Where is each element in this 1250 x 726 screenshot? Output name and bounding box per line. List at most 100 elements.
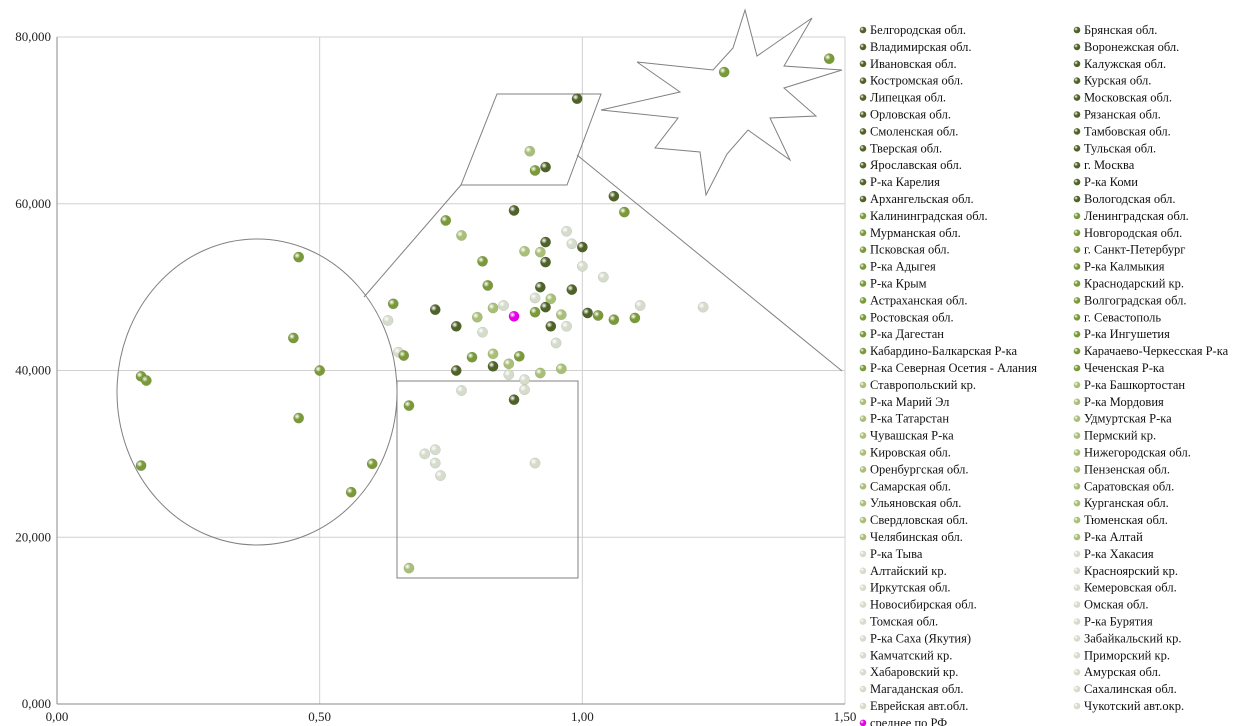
- data-point: [398, 350, 410, 361]
- legend-label: Тульская обл.: [1084, 141, 1156, 155]
- data-point: [529, 306, 541, 318]
- y-tick-label: 60,000: [15, 196, 51, 211]
- legend-label: Новосибирская обл.: [870, 598, 977, 612]
- legend-marker: [859, 652, 867, 659]
- legend-label: Брянская обл.: [1084, 23, 1157, 37]
- legend-marker: [1073, 195, 1081, 203]
- data-point: [419, 448, 431, 460]
- legend-label: Тверская обл.: [870, 141, 942, 155]
- legend-marker: [1073, 364, 1081, 372]
- top-cluster-parallelogram: [460, 93, 602, 186]
- legend-marker: [859, 161, 867, 169]
- legend-label: Курганская обл.: [1084, 496, 1169, 510]
- legend-label: Мурманская обл.: [870, 226, 961, 240]
- legend-marker: [859, 111, 867, 118]
- legend-marker: [1073, 145, 1081, 152]
- legend-marker: [859, 297, 867, 304]
- legend-marker: [1073, 685, 1081, 693]
- legend-marker: [1073, 263, 1081, 270]
- legend-label: Ульяновская обл.: [870, 496, 961, 510]
- legend-label: Чукотский авт.окр.: [1084, 699, 1184, 713]
- legend-marker: [859, 128, 867, 135]
- legend-label: Костромская обл.: [870, 74, 963, 88]
- legend-label: Р-ка Марий Эл: [870, 395, 949, 409]
- legend-marker: [1073, 178, 1081, 186]
- legend-marker: [859, 314, 867, 321]
- x-tick-label: 0,00: [46, 709, 69, 724]
- legend-label: Владимирская обл.: [870, 40, 972, 54]
- data-point: [293, 412, 305, 424]
- data-point: [634, 300, 646, 311]
- legend-marker: [1073, 668, 1081, 676]
- legend-marker: [859, 668, 867, 676]
- data-point: [545, 293, 557, 305]
- data-point: [529, 457, 541, 469]
- legend-marker: [1073, 584, 1081, 591]
- legend-marker: [1073, 246, 1081, 253]
- legend-marker: [859, 635, 867, 642]
- data-point: [487, 348, 499, 360]
- data-point: [576, 260, 588, 272]
- legend-marker: [859, 533, 867, 541]
- data-point: [140, 375, 152, 386]
- legend-label: Омская обл.: [1084, 598, 1148, 612]
- data-point: [135, 460, 147, 471]
- legend-marker: [859, 195, 867, 203]
- legend-label: Кабардино-Балкарская Р-ка: [870, 344, 1017, 358]
- data-point: [566, 238, 578, 250]
- data-point: [435, 470, 446, 482]
- data-point: [540, 256, 552, 268]
- legend-label: Псковская обл.: [870, 243, 950, 257]
- legend-marker: [859, 618, 867, 625]
- data-point: [555, 363, 567, 375]
- legend-marker: [1073, 26, 1081, 34]
- legend-label: Орловская обл.: [870, 108, 951, 122]
- legend-label: Еврейская авт.обл.: [870, 699, 968, 713]
- legend: Белгородская обл. Владимирская обл. Иванов…: [859, 23, 1229, 726]
- legend-label: Р-ка Бурятия: [1084, 615, 1153, 629]
- legend-marker: [1073, 466, 1081, 473]
- data-point: [592, 310, 604, 321]
- legend-marker: [859, 584, 867, 591]
- legend-label: Удмуртская Р-ка: [1084, 412, 1172, 426]
- legend-marker: [859, 719, 867, 726]
- y-tick-label: 40,000: [15, 363, 51, 378]
- data-point: [503, 369, 515, 381]
- data-point: [429, 304, 441, 316]
- legend-marker: [1073, 111, 1081, 118]
- data-point: [382, 315, 394, 326]
- legend-marker: [1073, 652, 1081, 659]
- legend-label: Алтайский кр.: [870, 564, 947, 578]
- legend-label: Р-ка Дагестан: [870, 327, 944, 341]
- legend-marker: [1073, 567, 1081, 575]
- legend-label: Саратовская обл.: [1084, 479, 1174, 493]
- legend-marker: [1073, 618, 1081, 625]
- data-point: [540, 236, 552, 248]
- data-point: [456, 229, 467, 241]
- legend-marker: [1073, 330, 1081, 338]
- legend-label: среднее по РФ: [870, 716, 947, 726]
- data-point: [534, 246, 546, 258]
- data-point: [545, 320, 557, 332]
- legend-marker: [859, 499, 867, 507]
- legend-label: Калужская обл.: [1084, 57, 1166, 71]
- data-point: [550, 337, 562, 349]
- legend-marker: [1073, 635, 1081, 642]
- data-point: [524, 145, 536, 157]
- data-point: [429, 457, 441, 469]
- legend-label: Вологодская обл.: [1084, 192, 1176, 206]
- data-point: [555, 309, 567, 321]
- x-tick-label: 1,50: [834, 709, 857, 724]
- legend-marker: [859, 347, 867, 355]
- legend-label: Самарская обл.: [870, 479, 951, 493]
- legend-marker: [859, 685, 867, 693]
- legend-label: Р-ка Мордовия: [1084, 395, 1164, 409]
- data-point: [534, 281, 546, 293]
- data-point: [477, 326, 488, 338]
- data-point: [508, 394, 520, 406]
- legend-label: Ростовская обл.: [870, 310, 954, 324]
- legend-label: Пензенская обл.: [1084, 462, 1170, 476]
- legend-label: Ставропольский кр.: [870, 378, 976, 392]
- legend-marker: [859, 432, 867, 439]
- legend-marker: [859, 280, 867, 287]
